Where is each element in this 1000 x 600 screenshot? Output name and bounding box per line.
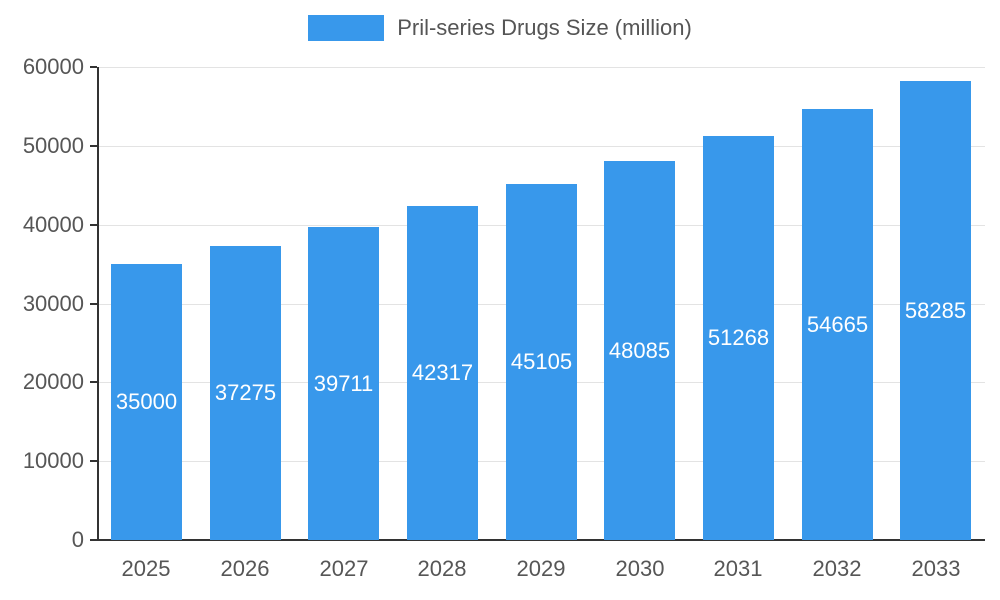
bar[interactable] <box>604 161 675 540</box>
y-tick-label: 20000 <box>22 369 84 394</box>
legend: Pril-series Drugs Size (million) <box>0 15 1000 41</box>
bar-value-label: 37275 <box>214 380 277 405</box>
y-axis-line <box>97 67 99 540</box>
bar[interactable] <box>111 264 182 540</box>
bar[interactable] <box>210 246 281 540</box>
x-tick-label: 2025 <box>121 556 171 581</box>
x-tick-label: 2027 <box>319 556 369 581</box>
y-axis-tick <box>90 66 97 68</box>
bar[interactable] <box>703 136 774 540</box>
x-tick-label: 2033 <box>911 556 961 581</box>
bar-value-label: 58285 <box>904 298 967 323</box>
bar-value-label: 54665 <box>806 312 869 337</box>
y-tick-label: 10000 <box>22 448 84 473</box>
x-axis-line <box>97 539 985 541</box>
y-tick-label: 0 <box>71 527 84 552</box>
y-axis-tick <box>90 381 97 383</box>
bar[interactable] <box>802 109 873 540</box>
gridline <box>97 67 985 68</box>
bar-value-label: 51268 <box>707 325 770 350</box>
bar-value-label: 42317 <box>411 360 474 385</box>
bar-value-label: 45105 <box>510 349 573 374</box>
gridline <box>97 146 985 147</box>
y-axis-tick <box>90 539 97 541</box>
x-tick-label: 2032 <box>812 556 862 581</box>
legend-label: Pril-series Drugs Size (million) <box>397 15 692 40</box>
y-tick-label: 30000 <box>22 291 84 316</box>
bar-value-label: 39711 <box>313 371 374 396</box>
bar-value-label: 35000 <box>115 389 178 414</box>
y-axis-tick <box>90 224 97 226</box>
y-axis-tick <box>90 460 97 462</box>
x-tick-label: 2026 <box>220 556 270 581</box>
x-tick-label: 2028 <box>417 556 467 581</box>
y-tick-label: 60000 <box>22 54 84 79</box>
legend-swatch <box>308 15 385 41</box>
y-tick-label: 50000 <box>22 133 84 158</box>
bar-value-label: 48085 <box>608 338 671 363</box>
y-axis-tick <box>90 303 97 305</box>
x-tick-label: 2030 <box>615 556 665 581</box>
y-axis-tick <box>90 145 97 147</box>
bar[interactable] <box>407 206 478 540</box>
bar[interactable] <box>900 81 971 540</box>
bar[interactable] <box>506 184 577 540</box>
bar[interactable] <box>308 227 379 540</box>
y-tick-label: 40000 <box>22 212 84 237</box>
x-tick-label: 2031 <box>713 556 763 581</box>
x-tick-label: 2029 <box>516 556 566 581</box>
